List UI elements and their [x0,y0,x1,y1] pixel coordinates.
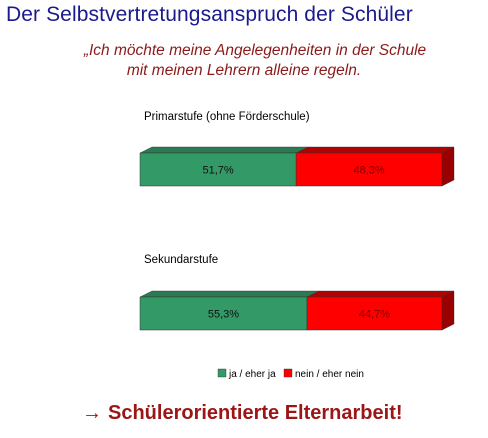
quote-line-2: mit meinen Lehrern alleine regeln. [126,62,362,79]
bar-segment-top [296,146,455,154]
page-title: Der Selbstvertretungsanspruch der Schüle… [6,3,413,26]
legend-swatch [283,368,293,378]
bar-side [441,146,455,187]
footer-conclusion: → Schülerorientierte Elternarbeit! [82,402,403,425]
arrow-right-icon: → [82,402,102,424]
bar-segment-top [139,146,309,154]
data-label: 55,3% [208,309,239,321]
legend-entry: nein / eher nein [295,369,364,380]
bar-segment [295,152,443,187]
bar-segment-top [139,290,320,298]
bar-segment [306,296,443,331]
quote-line-1: „Ich möchte meine Angelegenheiten in der… [83,42,427,59]
bar-segment-top [306,290,455,298]
category-label: Primarstufe (ohne Förderschule) [144,111,310,123]
legend-entry: ja / eher ja [228,369,276,380]
bar-side [441,290,455,331]
bar-segment [139,296,308,331]
legend-swatch [217,368,227,378]
data-label: 48,3% [353,165,384,177]
category-label: Sekundarstufe [144,254,218,266]
data-label: 51,7% [202,165,233,177]
bar-segment [139,152,297,187]
footer-text: Schülerorientierte Elternarbeit! [108,402,403,424]
data-label: 44,7% [359,309,390,321]
